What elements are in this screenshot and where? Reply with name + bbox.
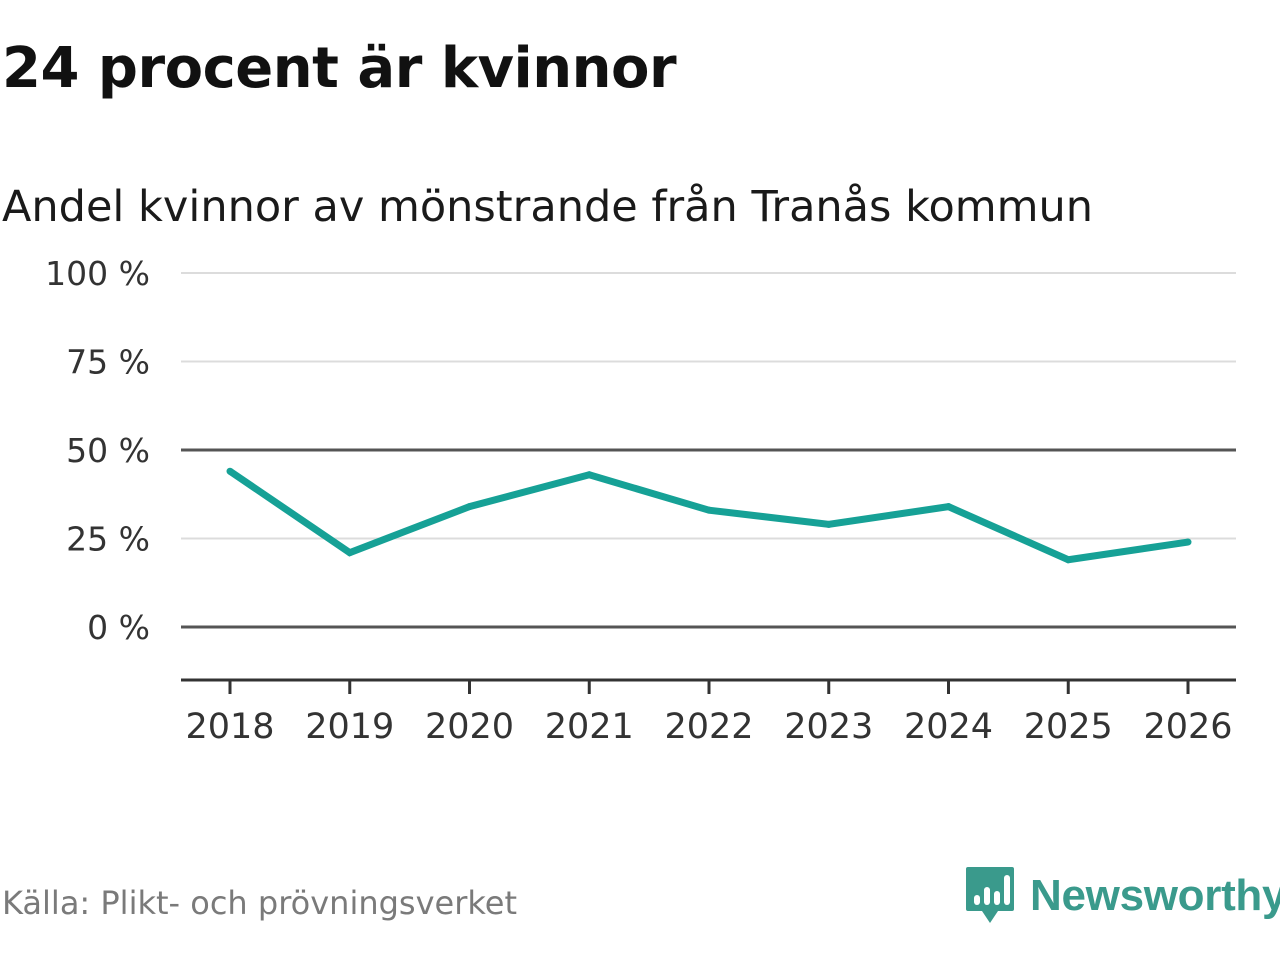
x-tick-label: 2026 (1143, 707, 1232, 747)
data-point-2024 (945, 503, 952, 511)
data-point-2026 (1184, 538, 1192, 546)
source-label: Källa: Plikt- och prövningsverket (2, 884, 517, 922)
y-tick-label: 75 % (66, 343, 150, 382)
data-point-2019 (346, 549, 354, 557)
x-axis: 2018 2019 2020 2021 2022 2023 2024 2025 2026 (181, 678, 1236, 747)
x-tick-label: 2018 (185, 707, 274, 747)
x-tick-label: 2025 (1024, 707, 1113, 747)
data-point-2025 (1064, 556, 1072, 564)
data-point-2020 (466, 503, 473, 511)
line-chart: 0 % 25 % 50 % 75 % 100 % 2018 2019 2020 2021 202… (45, 254, 1236, 747)
y-axis-ticks: 0 % 25 % 50 % 75 % 100 % (45, 254, 150, 647)
y-tick-label: 0 % (87, 608, 150, 647)
series-layer (226, 467, 1192, 564)
y-tick-label: 50 % (66, 431, 150, 470)
grid-layer (181, 272, 1236, 629)
x-tick-label: 2021 (545, 707, 634, 747)
x-tick-label: 2023 (784, 707, 873, 747)
brand-logo[interactable]: Newsworthy (964, 864, 1280, 928)
brand-name: Newsworthy (1030, 871, 1280, 920)
x-tick-label: 2019 (305, 707, 394, 747)
chart-subtitle: Andel kvinnor av mönstrande från Tranås … (2, 182, 1094, 232)
chart-title: 24 procent är kvinnor (2, 36, 677, 101)
data-point-2018 (226, 467, 234, 475)
data-point-2022 (705, 506, 713, 514)
x-tick-label: 2020 (425, 707, 514, 747)
data-point-2023 (825, 520, 833, 528)
x-tick-label: 2022 (664, 707, 753, 747)
x-tick-label: 2024 (904, 707, 993, 747)
y-tick-label: 100 % (45, 254, 150, 293)
y-tick-label: 25 % (66, 520, 150, 559)
series-line (228, 468, 1189, 564)
data-point-2021 (585, 471, 593, 479)
newsworthy-logo-icon (966, 867, 1014, 923)
